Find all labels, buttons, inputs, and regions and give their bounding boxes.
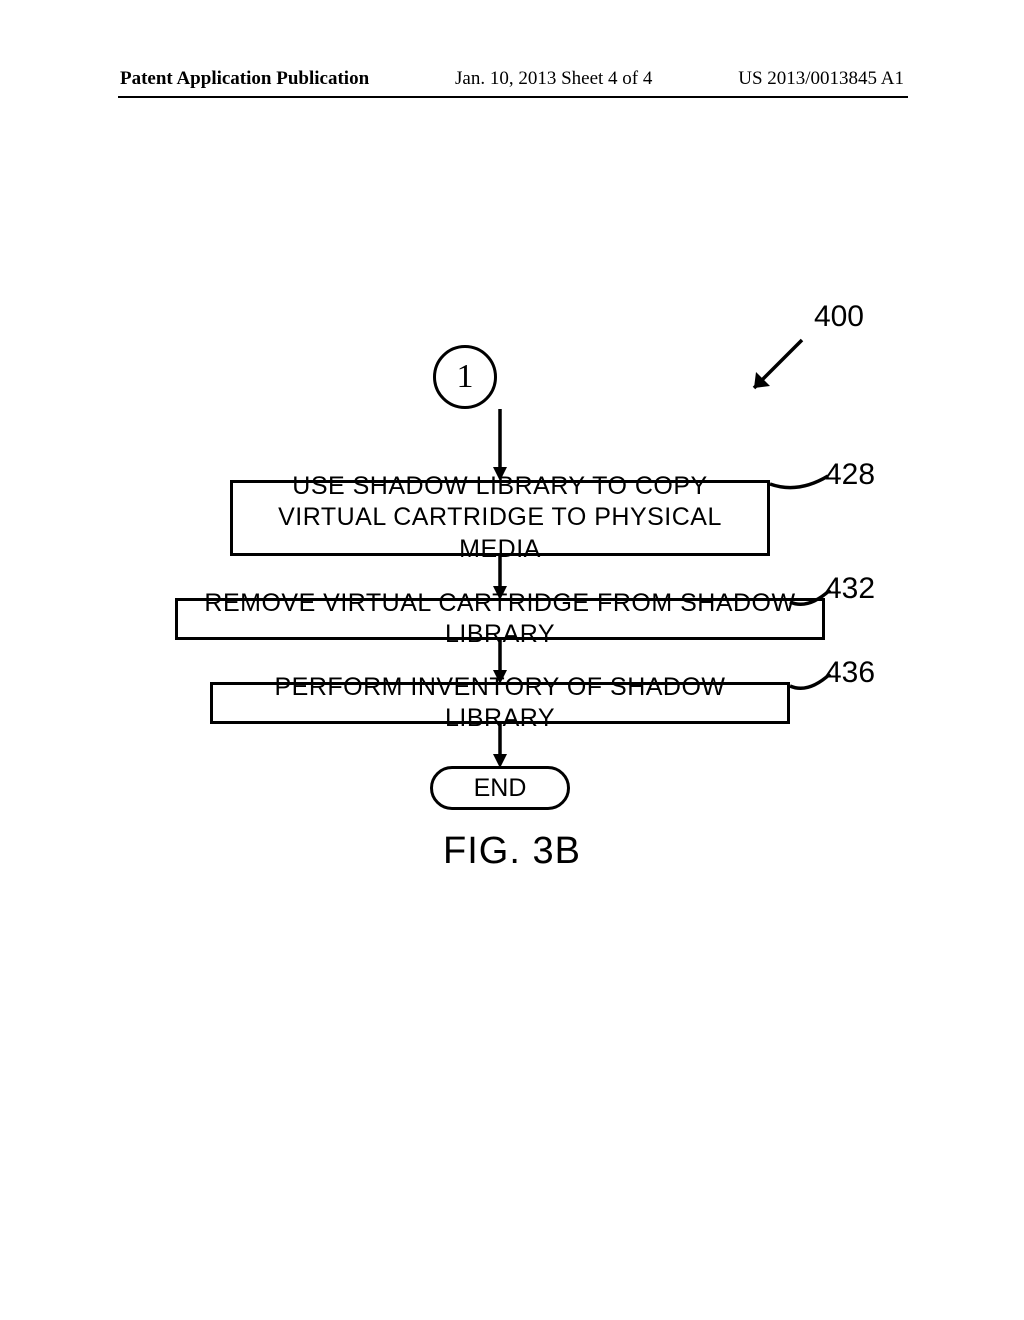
flow-step-428: USE SHADOW LIBRARY TO COPY VIRTUAL CARTR…	[230, 480, 770, 556]
header-left: Patent Application Publication	[120, 68, 369, 90]
flowchart-ref-number: 400	[814, 300, 864, 334]
flowchart: 400 1 USE SHADOW LIBRARY TO COPY VIRTUAL…	[150, 310, 874, 870]
flow-connector: 1	[433, 345, 497, 409]
flow-step-436: PERFORM INVENTORY OF SHADOW LIBRARY	[210, 682, 790, 724]
pointer-arrow-icon	[744, 332, 814, 402]
flow-step-text: USE SHADOW LIBRARY TO COPY VIRTUAL CARTR…	[241, 471, 759, 565]
flow-end: END	[430, 766, 570, 810]
page-header: Patent Application Publication Jan. 10, …	[0, 68, 1024, 90]
flow-step-432: REMOVE VIRTUAL CARTRIDGE FROM SHADOW LIB…	[175, 598, 825, 640]
end-label: END	[474, 774, 527, 803]
connector-label: 1	[457, 358, 474, 396]
figure-label: FIG. 3B	[150, 830, 874, 873]
ref-label-428: 428	[825, 458, 875, 492]
arrow-down-icon	[490, 724, 510, 770]
header-right: US 2013/0013845 A1	[738, 68, 904, 90]
ref-label-436: 436	[825, 656, 875, 690]
ref-label-432: 432	[825, 572, 875, 606]
patent-page: Patent Application Publication Jan. 10, …	[0, 0, 1024, 1320]
header-rule	[118, 96, 908, 98]
header-center: Jan. 10, 2013 Sheet 4 of 4	[455, 68, 652, 90]
